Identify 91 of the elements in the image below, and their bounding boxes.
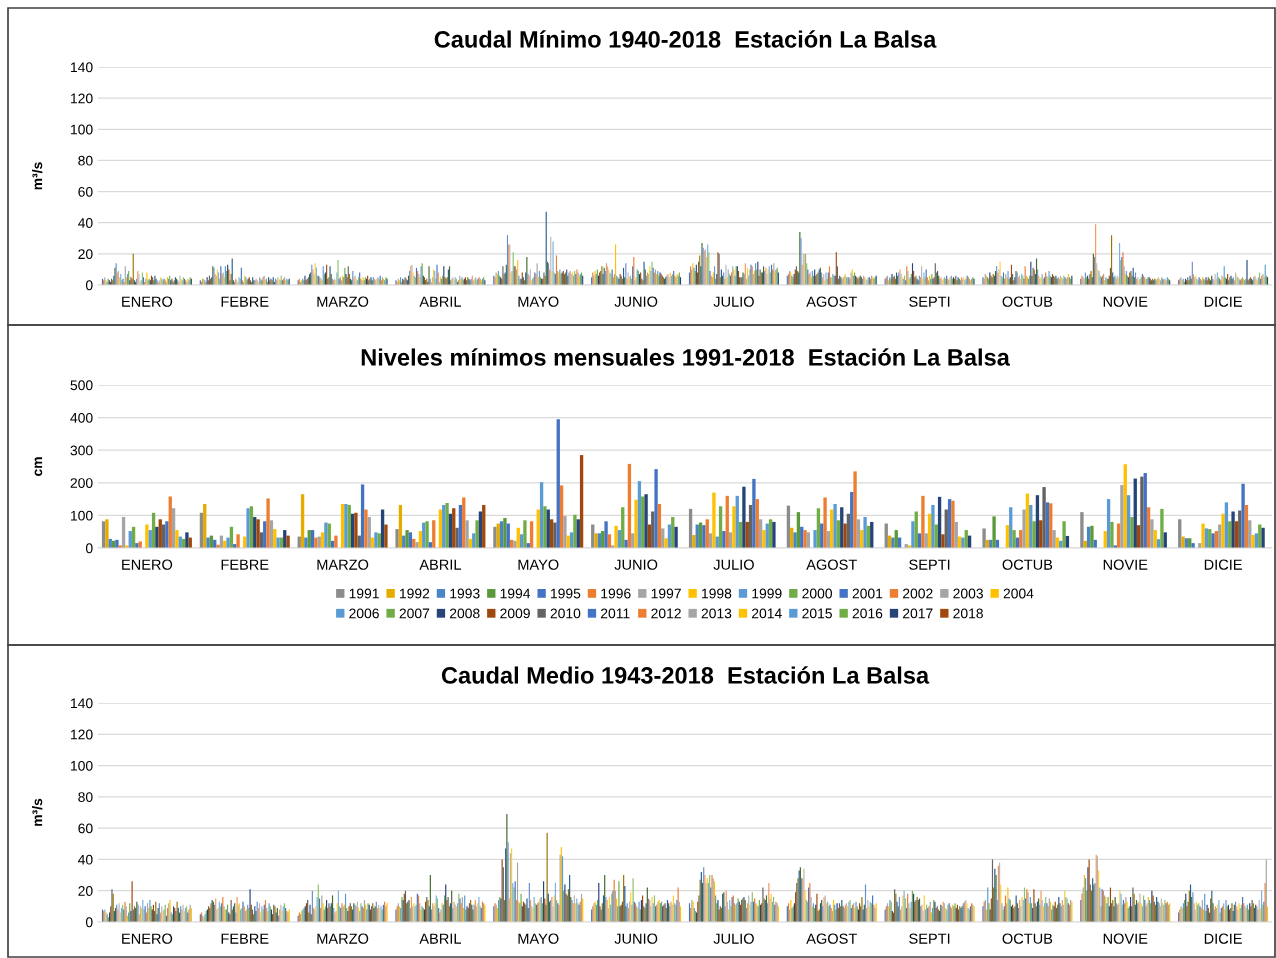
y-tick-label: 120 bbox=[71, 93, 93, 104]
x-tick-label: JULIO bbox=[713, 296, 754, 307]
y-tick-label: 300 bbox=[70, 445, 93, 456]
legend-label: 2015 bbox=[802, 608, 832, 619]
x-tick-label: ABRIL bbox=[419, 933, 462, 944]
y-tick-label: 20 bbox=[78, 886, 93, 896]
legend-label: 2017 bbox=[903, 608, 933, 619]
x-tick-label: SEPTI bbox=[909, 559, 950, 570]
x-tick-label: MAYO bbox=[518, 296, 559, 307]
y-tick-label: 100 bbox=[71, 124, 93, 135]
legend-label: 2002 bbox=[903, 588, 933, 599]
y-tick-label: 40 bbox=[78, 854, 93, 865]
x-tick-label: OCTUB bbox=[1002, 559, 1053, 570]
y-tick-label: 0 bbox=[85, 917, 93, 928]
x-tick-label: AGOST bbox=[806, 933, 857, 944]
legend-label: 2008 bbox=[449, 608, 480, 619]
x-tick-label: SEPTI bbox=[909, 933, 950, 944]
legend-label: 1998 bbox=[702, 588, 732, 599]
y-tick-label: 20 bbox=[78, 249, 93, 260]
legend-label: 1996 bbox=[601, 588, 631, 599]
y-tick-label: 140 bbox=[71, 62, 93, 73]
legend-label: 2010 bbox=[550, 608, 581, 619]
x-tick-label: JULIO bbox=[713, 559, 754, 570]
x-tick-label: FEBRE bbox=[221, 296, 269, 307]
legend-label: 2007 bbox=[399, 608, 430, 619]
y-tick-label: 500 bbox=[70, 380, 93, 391]
y-tick-label: 100 bbox=[71, 510, 93, 521]
x-tick-label: MAYO bbox=[518, 559, 559, 570]
x-tick-label: DICIE bbox=[1204, 559, 1242, 570]
x-tick-label: FEBRE bbox=[221, 933, 269, 944]
legend-label: 2014 bbox=[752, 608, 782, 619]
chart-title: Niveles mínimos mensuales 1991-2018 Estación La Balsa bbox=[361, 348, 1010, 366]
x-tick-label: ENERO bbox=[122, 933, 173, 944]
legend-label: 2001 bbox=[852, 588, 883, 599]
chart-title: Caudal Medio 1943-2018 Estación La Balsa bbox=[441, 666, 930, 684]
y-tick-label: 0 bbox=[85, 280, 93, 291]
x-tick-label: FEBRE bbox=[221, 559, 269, 570]
legend-label: 2011 bbox=[600, 608, 630, 619]
y-tick-label: 80 bbox=[78, 792, 93, 803]
x-tick-label: DICIE bbox=[1204, 933, 1242, 944]
x-tick-label: SEPTI bbox=[909, 296, 950, 307]
x-tick-label: AGOST bbox=[806, 296, 857, 307]
x-tick-label: OCTUB bbox=[1002, 933, 1053, 944]
x-tick-label: AGOST bbox=[806, 559, 857, 570]
legend-label: 2003 bbox=[953, 588, 983, 599]
legend-label: 1995 bbox=[551, 588, 581, 599]
legend-label: 2006 bbox=[349, 608, 379, 619]
y-axis-title: m³/s bbox=[32, 162, 43, 190]
y-axis-title: cm bbox=[34, 457, 43, 476]
legend-label: 2009 bbox=[500, 608, 530, 619]
legend-label: 1994 bbox=[500, 588, 531, 599]
x-tick-label: JULIO bbox=[713, 933, 754, 944]
y-axis-title: m³/s bbox=[32, 798, 43, 826]
x-tick-label: ABRIL bbox=[419, 296, 462, 307]
x-tick-label: OCTUB bbox=[1002, 296, 1053, 307]
legend-label: 2018 bbox=[953, 608, 983, 619]
y-tick-label: 60 bbox=[78, 186, 93, 197]
x-tick-label: ENERO bbox=[122, 296, 173, 307]
legend-label: 1991 bbox=[349, 588, 379, 599]
x-tick-label: JUNIO bbox=[614, 933, 658, 944]
legend-label: 2000 bbox=[802, 588, 832, 599]
x-tick-label: ABRIL bbox=[419, 559, 462, 570]
legend-label: 1999 bbox=[752, 588, 782, 599]
x-tick-label: ENERO bbox=[122, 559, 173, 570]
legend-label: 2004 bbox=[1003, 588, 1034, 599]
x-tick-label: NOVIE bbox=[1103, 296, 1148, 307]
x-tick-label: MARZO bbox=[317, 296, 369, 307]
legend-label: 2013 bbox=[701, 608, 732, 619]
x-tick-label: DICIE bbox=[1204, 296, 1242, 307]
y-tick-label: 140 bbox=[71, 698, 93, 709]
legend-label: 2016 bbox=[852, 608, 883, 619]
legend-label: 2012 bbox=[651, 608, 681, 619]
chart-title: Caudal Mínimo 1940-2018 Estación La Balsa bbox=[434, 30, 937, 48]
y-tick-label: 40 bbox=[78, 218, 93, 228]
y-tick-label: 0 bbox=[85, 543, 93, 554]
x-tick-label: MAYO bbox=[518, 933, 559, 944]
x-tick-label: MARZO bbox=[317, 933, 369, 944]
y-tick-label: 120 bbox=[71, 729, 93, 740]
x-tick-label: JUNIO bbox=[614, 296, 658, 307]
legend-label: 1997 bbox=[651, 588, 681, 599]
legend-label: 1992 bbox=[400, 588, 430, 599]
y-tick-label: 200 bbox=[70, 478, 93, 488]
y-tick-label: 400 bbox=[70, 412, 93, 423]
x-tick-label: JUNIO bbox=[614, 559, 658, 570]
x-tick-label: NOVIE bbox=[1103, 559, 1148, 570]
x-tick-label: MARZO bbox=[317, 559, 369, 570]
y-tick-label: 80 bbox=[78, 155, 93, 166]
y-tick-label: 60 bbox=[78, 823, 93, 834]
legend-label: 1993 bbox=[450, 588, 480, 599]
x-tick-label: NOVIE bbox=[1103, 933, 1148, 944]
y-tick-label: 100 bbox=[71, 760, 93, 771]
